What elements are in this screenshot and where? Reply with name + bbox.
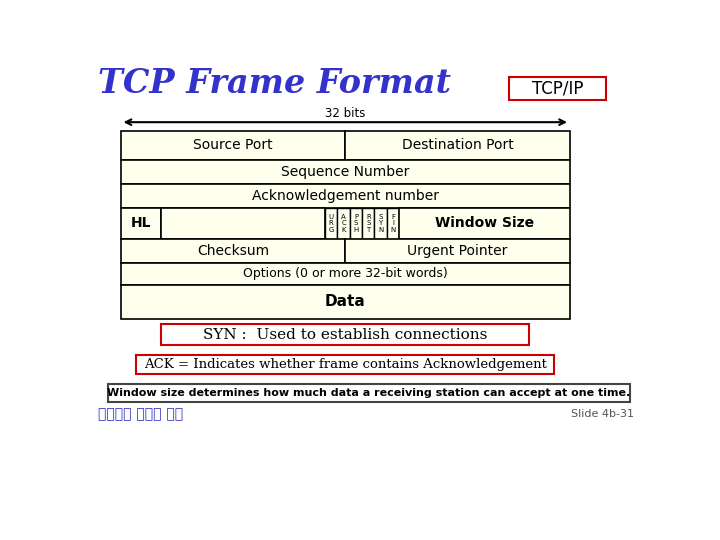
Bar — [346, 131, 570, 160]
Bar — [108, 383, 629, 402]
Text: Urgent Pointer: Urgent Pointer — [408, 244, 508, 258]
Text: HL: HL — [130, 217, 151, 231]
Text: SYN :  Used to establish connections: SYN : Used to establish connections — [203, 328, 487, 342]
Bar — [121, 285, 570, 319]
Text: TCP/IP: TCP/IP — [532, 79, 583, 98]
Bar — [121, 208, 161, 239]
Bar — [121, 239, 346, 263]
Text: Source Port: Source Port — [193, 138, 273, 152]
Text: ACK = Indicates whether frame contains Acknowledgement: ACK = Indicates whether frame contains A… — [144, 358, 546, 371]
Text: Destination Port: Destination Port — [402, 138, 513, 152]
Bar — [387, 208, 399, 239]
Bar — [121, 131, 346, 160]
Bar — [136, 355, 554, 374]
Text: P
S
H: P S H — [354, 214, 359, 233]
Text: Data: Data — [325, 294, 366, 309]
Text: R
S
T: R S T — [366, 214, 371, 233]
Bar — [362, 208, 374, 239]
Text: S
Y
N: S Y N — [378, 214, 383, 233]
Text: F
I
N: F I N — [390, 214, 395, 233]
Bar — [346, 239, 570, 263]
Bar — [325, 208, 338, 239]
Text: Window Size: Window Size — [435, 217, 534, 231]
Bar — [374, 208, 387, 239]
Bar — [121, 184, 570, 208]
Text: Window size determines how much data a receiving station can accept at one time.: Window size determines how much data a r… — [107, 388, 630, 398]
Bar — [161, 324, 529, 345]
Text: U
R
G: U R G — [328, 214, 334, 233]
Text: A
C
K: A C K — [341, 214, 346, 233]
Text: TCP Frame Format: TCP Frame Format — [99, 67, 451, 100]
Text: Options (0 or more 32-bit words): Options (0 or more 32-bit words) — [243, 267, 448, 280]
Bar — [338, 208, 350, 239]
Bar — [399, 208, 570, 239]
Text: Slide 4b-31: Slide 4b-31 — [571, 409, 634, 419]
Bar — [121, 263, 570, 285]
Bar — [508, 77, 606, 100]
Text: Sequence Number: Sequence Number — [281, 165, 410, 179]
Text: Checksum: Checksum — [197, 244, 269, 258]
Text: 交大資工 蔡文能 計概: 交大資工 蔡文能 計概 — [99, 407, 184, 421]
Text: 32 bits: 32 bits — [325, 107, 366, 120]
Text: Acknowledgement number: Acknowledgement number — [252, 189, 438, 203]
Bar — [121, 160, 570, 184]
Bar — [161, 208, 325, 239]
Bar — [350, 208, 362, 239]
